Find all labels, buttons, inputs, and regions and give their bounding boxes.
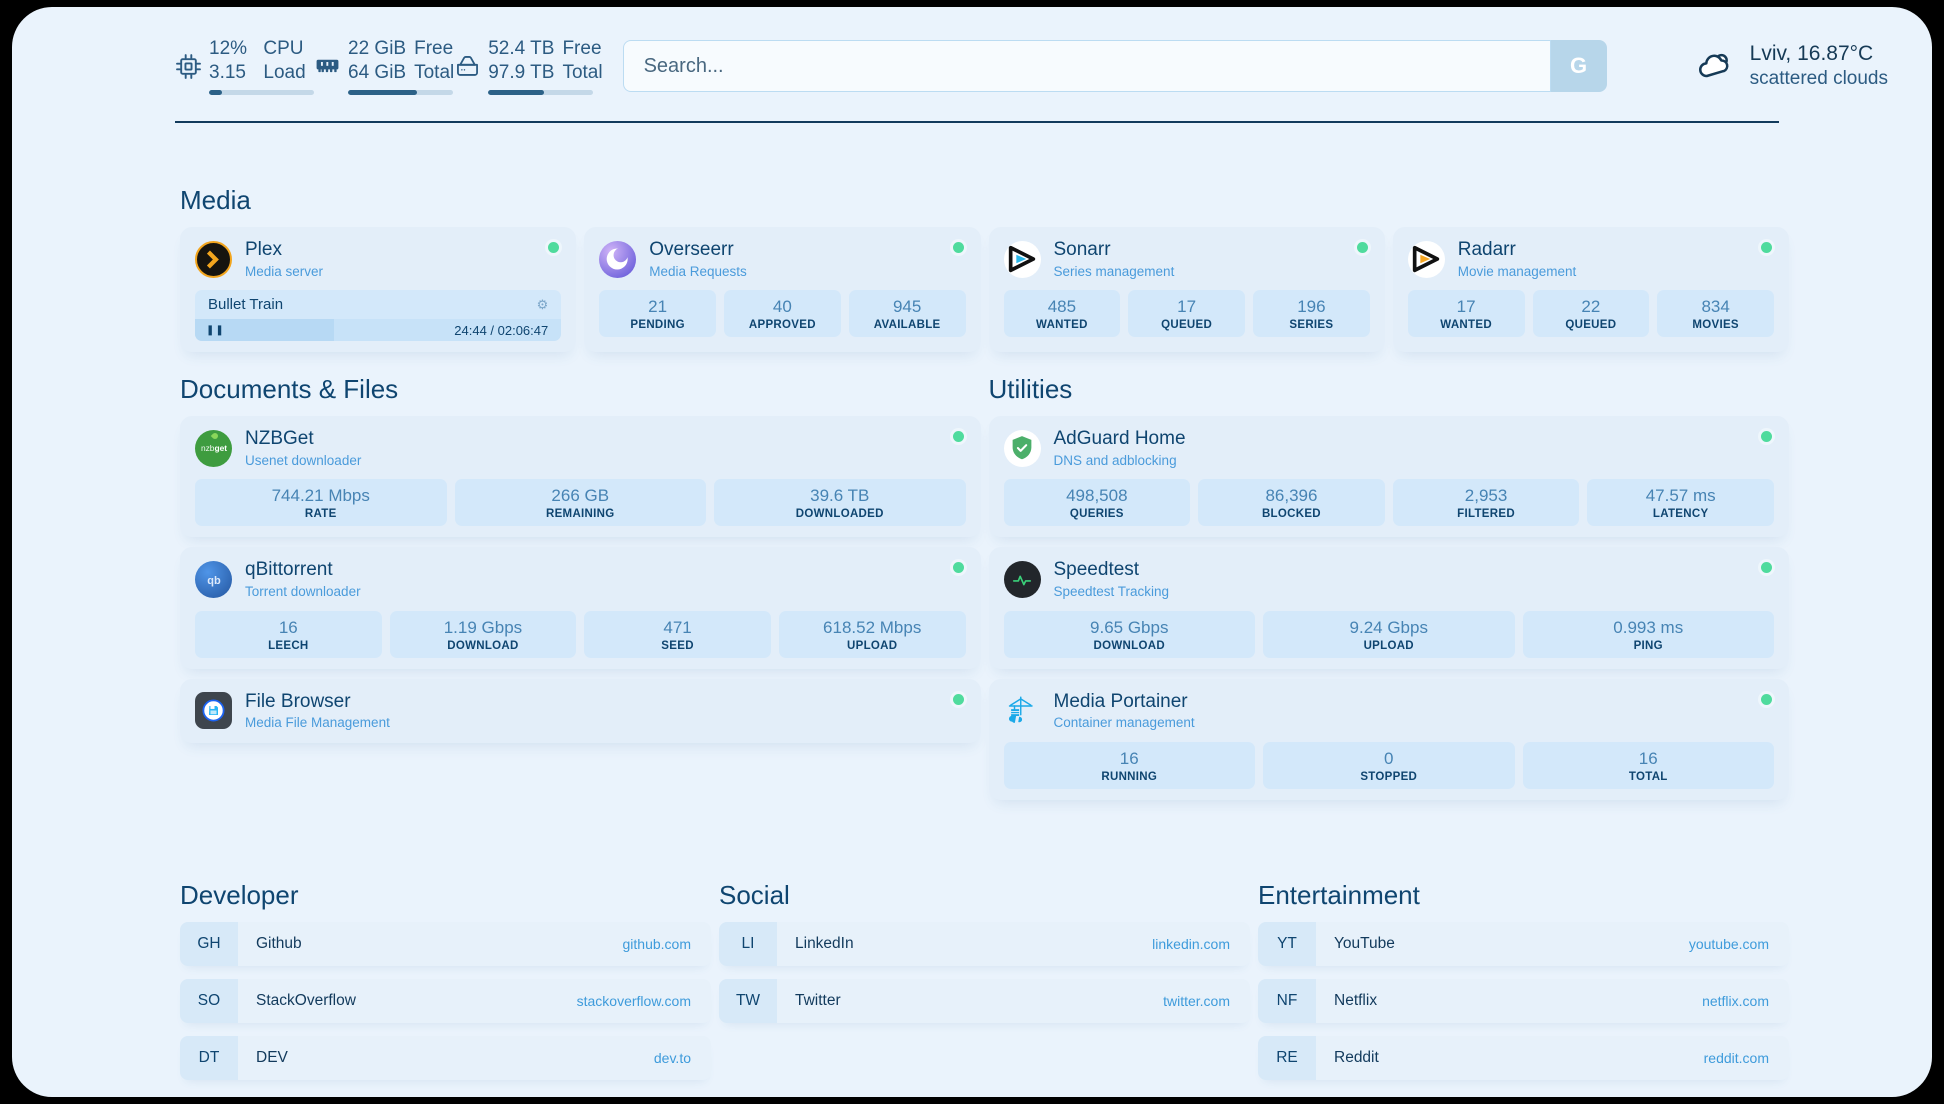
svg-text:nzbget: nzbget <box>200 444 226 454</box>
svg-text:qb: qb <box>207 575 221 587</box>
